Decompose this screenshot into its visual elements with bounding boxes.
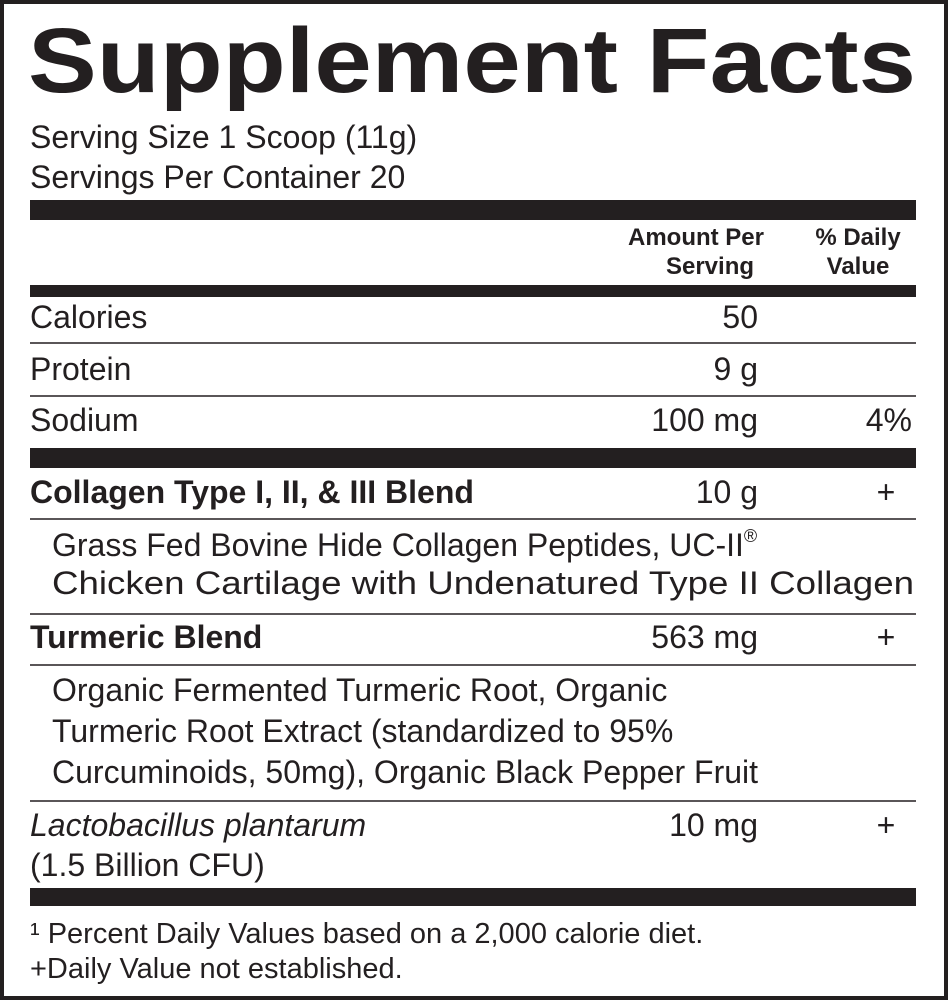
header-daily-value: % Daily: [815, 224, 901, 251]
title: Supplement Facts: [28, 10, 916, 112]
thick-rule: [30, 448, 916, 468]
blend-amount: 563 mg: [651, 619, 758, 655]
blend-amount: 10 mg: [669, 807, 758, 843]
thick-rule: [30, 888, 916, 906]
thick-rule: [30, 285, 916, 297]
registered-mark: ®: [744, 526, 757, 546]
nutrient-amount: 9 g: [714, 351, 758, 387]
ingredient-line: Turmeric Root Extract (standardized to 9…: [52, 713, 673, 749]
blend-name: Turmeric Blend: [30, 619, 262, 655]
serving-size: Serving Size 1 Scoop (11g): [30, 119, 417, 155]
nutrient-name: Sodium: [30, 402, 139, 438]
nutrient-amount: 100 mg: [651, 402, 758, 438]
blend-amount: 10 g: [696, 474, 758, 510]
blend-daily-value: +: [877, 807, 896, 843]
blend-name: Collagen Type I, II, & III Blend: [30, 474, 474, 510]
nutrient-amount: 50: [722, 299, 758, 335]
header-daily-value: Value: [827, 253, 890, 280]
ingredient-line: Curcuminoids, 50mg), Organic Black Peppe…: [52, 754, 758, 790]
ingredient-line: (1.5 Billion CFU): [30, 847, 265, 883]
ingredient-line: Organic Fermented Turmeric Root, Organic: [52, 672, 667, 708]
ingredient-text: Grass Fed Bovine Hide Collagen Peptides,…: [52, 527, 744, 563]
nutrient-daily-value: 4%: [866, 402, 912, 438]
ingredient-line: Chicken Cartilage with Undenatured Type …: [52, 565, 914, 601]
ingredient-line: Grass Fed Bovine Hide Collagen Peptides,…: [52, 526, 757, 563]
footnote: +Daily Value not established.: [30, 953, 403, 985]
blend-daily-value: +: [877, 619, 896, 655]
footnote: ¹ Percent Daily Values based on a 2,000 …: [30, 918, 703, 950]
header-amount: Serving: [666, 253, 754, 280]
thick-rule: [30, 200, 916, 220]
nutrient-name: Calories: [30, 299, 147, 335]
servings-per-container: Servings Per Container 20: [30, 159, 405, 195]
blend-daily-value: +: [877, 474, 896, 510]
header-amount: Amount Per: [628, 224, 764, 251]
blend-name: Lactobacillus plantarum: [30, 807, 366, 843]
nutrient-name: Protein: [30, 351, 131, 387]
